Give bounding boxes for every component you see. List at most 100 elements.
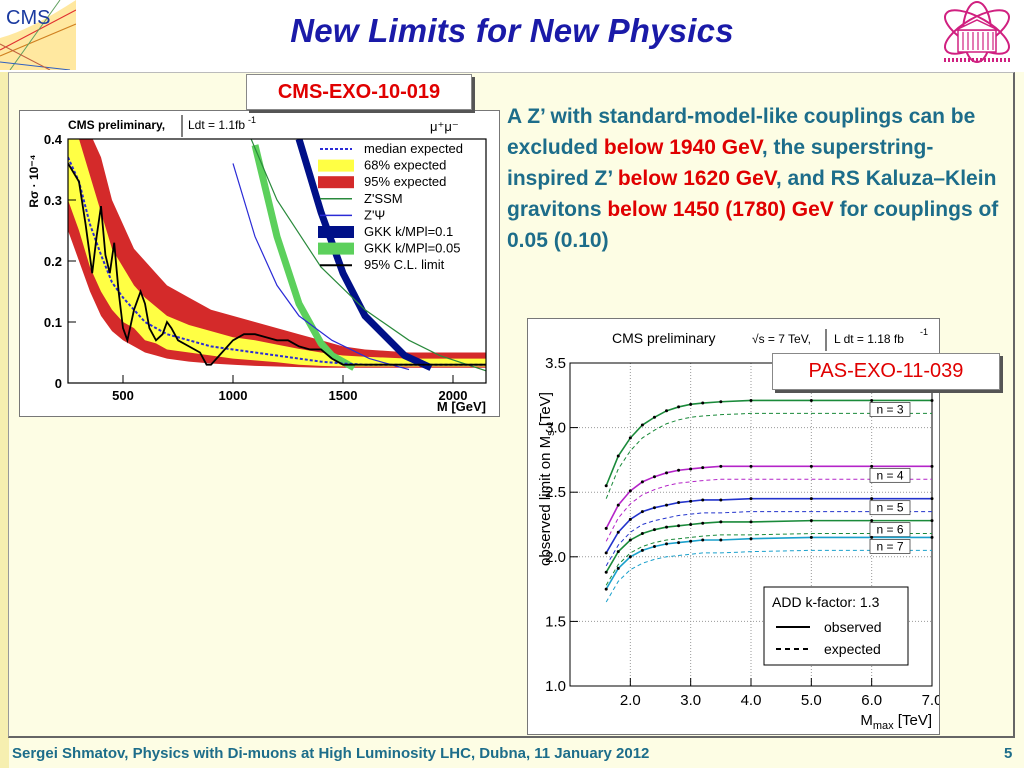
legend-label: expected: [824, 641, 881, 657]
chart-header: CMS preliminary: [612, 330, 715, 346]
observed-point: [628, 555, 632, 559]
x-tick-label: 5.0: [801, 692, 822, 709]
chart-lumi: Ldt = 1.1fb: [188, 118, 245, 132]
observed-point: [701, 466, 705, 470]
observed-point: [677, 541, 681, 545]
curve-gkk-01: [295, 139, 433, 371]
observed-point: [749, 520, 753, 524]
observed-point: [640, 423, 644, 427]
jinr-logo: [944, 1, 1010, 63]
observed-point: [749, 537, 753, 541]
observed-point: [930, 535, 934, 539]
content-frame: [8, 72, 1015, 738]
series-label: n = 4: [876, 468, 903, 482]
observed-point: [930, 497, 934, 501]
series-label: n = 6: [876, 523, 903, 537]
y-tick-label: 2.5: [545, 484, 566, 501]
curve-observed-limit: [68, 162, 486, 366]
chart-energy: √s = 7 TeV,: [752, 332, 811, 346]
plot-area: [68, 139, 486, 372]
x-axis-label-unit: [TeV]: [894, 712, 932, 729]
observed-point: [870, 535, 874, 539]
x-tick-label: 1000: [219, 388, 248, 403]
page-number: 5: [1004, 745, 1013, 762]
band-95-expected: [68, 139, 486, 368]
legend-label: GKK k/MPl=0.1: [364, 224, 453, 239]
y-axis-label-unit: [TeV]: [537, 392, 554, 430]
y-tick-label: 0.4: [44, 132, 63, 147]
chart-add-svg: 2.0 3.0 4.0 5.0 6.0 7.0 1.0 1.5 2.0 2.5 3.0 3.5 n = …: [537, 327, 942, 732]
observed-point: [689, 467, 693, 471]
y-tick-label: 3.5: [545, 355, 566, 372]
slide-title: New Limits for New Physics: [290, 12, 734, 49]
chart-lumi-sup: -1: [248, 115, 256, 125]
summary-highlight-gkk: below 1450 (1780) GeV: [607, 198, 834, 221]
legend-label: 95% C.L. limit: [364, 257, 445, 272]
curve-observed: [605, 465, 932, 529]
observed-point: [604, 484, 608, 488]
observed-point: [616, 550, 620, 554]
curve-observed: [605, 536, 932, 590]
x-tick-label: 7.0: [922, 692, 939, 709]
observed-point: [870, 398, 874, 402]
observed-point: [665, 525, 669, 529]
curve-observed: [605, 399, 932, 487]
observed-point: [689, 539, 693, 543]
observed-point: [677, 501, 681, 505]
observed-point: [604, 587, 608, 591]
legend-label: Z'Ψ: [364, 207, 385, 222]
observed-point: [809, 535, 813, 539]
y-axis-label: observed limit on Ms [TeV]: [537, 392, 557, 566]
observed-point: [616, 503, 620, 507]
observed-point: [749, 398, 753, 402]
observed-point: [652, 528, 656, 532]
x-tick-label: 2.0: [620, 692, 641, 709]
observed-point: [930, 398, 934, 402]
legend-label: 68% expected: [364, 158, 446, 173]
observed-point: [665, 471, 669, 475]
observed-point: [809, 519, 813, 523]
y-tick-label: 1.0: [545, 678, 566, 695]
x-tick-label: 3.0: [680, 692, 701, 709]
cms-logo-text: CMS: [6, 7, 50, 29]
observed-point: [628, 436, 632, 440]
observed-point: [689, 402, 693, 406]
curve-zssm: [250, 139, 486, 372]
observed-point: [719, 464, 723, 468]
observed-point: [652, 415, 656, 419]
chart-channel: μ⁺μ⁻: [430, 119, 459, 134]
summary-text-part: for couplings of 0.05 (0.10): [507, 198, 999, 252]
observed-point: [616, 566, 620, 570]
x-tick-label: 6.0: [861, 692, 882, 709]
observed-point: [701, 401, 705, 405]
observed-point: [665, 409, 669, 413]
x-axis-label: Mmax [TeV]: [860, 712, 932, 732]
y-axis-label-main: observed limit on M: [537, 436, 554, 566]
slide-footer: Sergei Shmatov, Physics with Di-muons at…: [12, 745, 650, 762]
x-axis-label: M [GeV]: [437, 399, 486, 414]
series-label: n = 5: [876, 501, 903, 515]
x-axis-label-main: M: [860, 712, 873, 729]
slide-left-bar: [0, 72, 9, 768]
chart-lumi: L dt = 1.18 fb: [834, 332, 904, 346]
series-label: n = 7: [876, 539, 903, 553]
observed-point: [689, 523, 693, 526]
reference-tag-cms-exo-10-019: CMS-EXO-10-019: [246, 74, 472, 110]
y-tick-label: 3.0: [545, 420, 566, 437]
chart-zprime-svg: 500 1000 1500 2000 0 0.1 0.2 0.3 0.4 M [GeV] Rσ · …: [27, 115, 487, 414]
y-tick-label: 0.2: [44, 254, 62, 269]
curve-zpsi: [232, 163, 410, 371]
observed-point: [616, 530, 620, 534]
observed-point: [870, 519, 874, 523]
legend-swatch: [318, 226, 354, 238]
legend-label: Z'SSM: [364, 191, 403, 206]
chart-add-limits: 2.0 3.0 4.0 5.0 6.0 7.0 1.0 1.5 2.0 2.5 3.0 3.5 n = …: [527, 318, 942, 735]
legend-label: 95% expected: [364, 174, 446, 189]
legend-label: median expected: [364, 141, 463, 156]
legend-swatch: [318, 242, 354, 255]
curve-observed: [605, 497, 932, 554]
observed-point: [870, 464, 874, 468]
curve-expected: [605, 478, 932, 542]
observed-point: [719, 538, 723, 542]
observed-point: [701, 498, 705, 502]
